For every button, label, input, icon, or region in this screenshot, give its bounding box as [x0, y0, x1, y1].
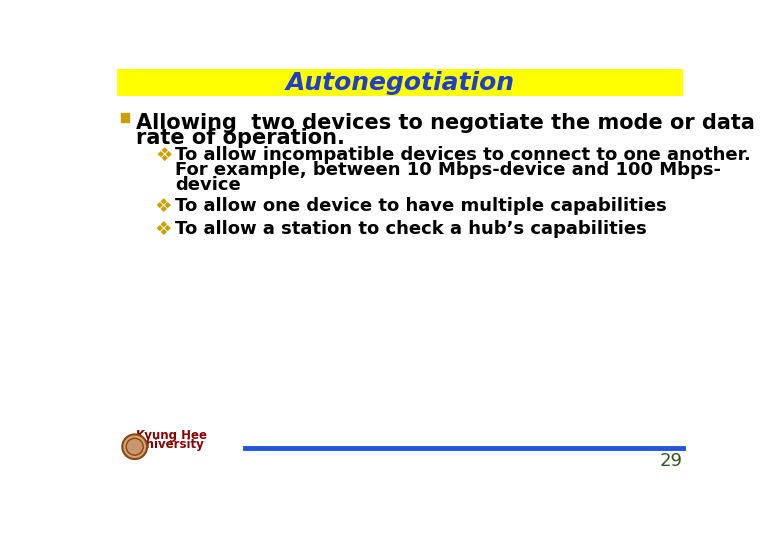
- Text: Kyung Hee: Kyung Hee: [136, 429, 207, 442]
- Text: device: device: [175, 176, 241, 194]
- Text: To allow one device to have multiple capabilities: To allow one device to have multiple cap…: [175, 197, 667, 215]
- Text: Autonegotiation: Autonegotiation: [285, 71, 514, 94]
- Text: ❖: ❖: [154, 220, 172, 239]
- Text: rate of operation.: rate of operation.: [136, 128, 345, 148]
- Text: ❖: ❖: [156, 146, 173, 165]
- Circle shape: [122, 434, 147, 459]
- Text: For example, between 10 Mbps-device and 100 Mbps-: For example, between 10 Mbps-device and …: [175, 161, 721, 179]
- Text: 29: 29: [660, 453, 682, 470]
- Text: To allow a station to check a hub’s capabilities: To allow a station to check a hub’s capa…: [175, 220, 647, 238]
- Text: ❖: ❖: [154, 197, 172, 216]
- Text: Allowing  two devices to negotiate the mode or data: Allowing two devices to negotiate the mo…: [136, 113, 755, 133]
- Text: University: University: [137, 438, 205, 451]
- Bar: [121, 113, 129, 122]
- Bar: [117, 69, 682, 96]
- Text: To allow incompatible devices to connect to one another.: To allow incompatible devices to connect…: [175, 146, 750, 164]
- Circle shape: [126, 438, 144, 455]
